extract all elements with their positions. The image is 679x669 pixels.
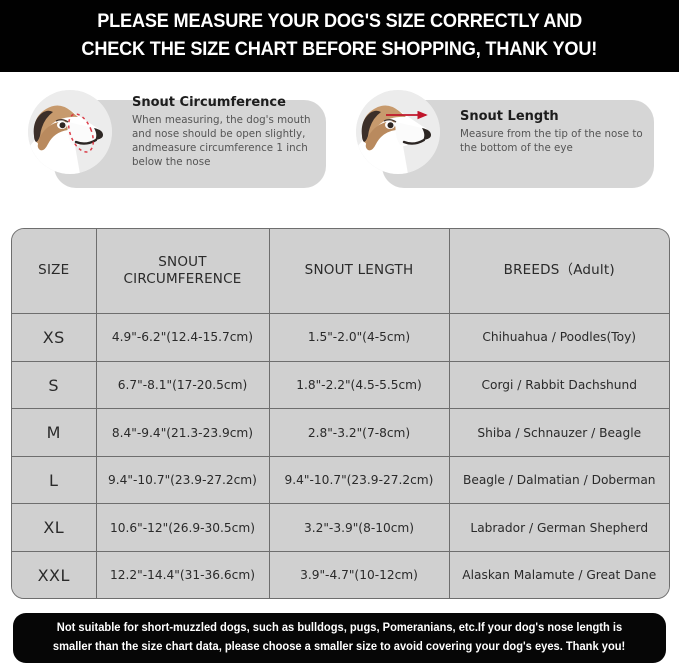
row-circumference: 4.9"-6.2"(12.4-15.7cm) [96, 313, 270, 362]
snout-circumference-card-text: Snout Circumference When measuring, the … [132, 88, 328, 176]
header-banner: PLEASE MEASURE YOUR DOG'S SIZE CORRECTLY… [0, 0, 679, 72]
table-row: XXL 12.2"-14.4"(31-36.6cm) 3.9"-4.7"(10-… [12, 551, 669, 598]
footer-line-1: Not suitable for short-muzzled dogs, suc… [56, 621, 623, 635]
row-size: XXL [12, 551, 97, 598]
footer-line-2: smaller than the size chart data, please… [53, 640, 626, 653]
table-row: XL 10.6"-12"(26.9-30.5cm) 3.2"-3.9"(8-10… [12, 503, 669, 553]
header-snout-length: SNOUT LENGTH [269, 229, 450, 315]
header-snout-circumference-line2: CIRCUMFERENCE [123, 271, 242, 288]
snout-circumference-body: When measuring, the dog's mouth and nose… [132, 114, 311, 169]
row-breeds: Chihuahua / Poodles(Toy) [449, 313, 669, 362]
header-snout-circumference: SNOUT CIRCUMFERENCE [96, 229, 270, 315]
table-row: M 8.4"-9.4"(21.3-23.9cm) 2.8"-3.2"(7-8cm… [12, 408, 669, 457]
table-header-row: SIZE SNOUT CIRCUMFERENCE SNOUT LENGTH BR… [12, 229, 669, 315]
snout-length-title: Snout Length [460, 108, 559, 124]
row-length: 1.8"-2.2"(4.5-5.5cm) [269, 361, 450, 410]
info-cards: Snout Circumference When measuring, the … [0, 88, 679, 200]
row-size: XS [12, 313, 97, 362]
row-length: 2.8"-3.2"(7-8cm) [269, 408, 450, 457]
snout-length-body: Measure from the tip of the nose to the … [460, 128, 643, 155]
row-circumference: 8.4"-9.4"(21.3-23.9cm) [96, 408, 270, 457]
row-circumference: 12.2"-14.4"(31-36.6cm) [96, 551, 270, 598]
banner-line-2: CHECK THE SIZE CHART BEFORE SHOPPING, TH… [81, 38, 598, 60]
footer-notice: Not suitable for short-muzzled dogs, suc… [13, 613, 666, 663]
table-row: L 9.4"-10.7"(23.9-27.2cm) 9.4"-10.7"(23.… [12, 456, 669, 505]
header-snout-circumference-line1: SNOUT [158, 253, 207, 270]
row-circumference: 9.4"-10.7"(23.9-27.2cm) [96, 456, 270, 505]
table-row: S 6.7"-8.1"(17-20.5cm) 1.8"-2.2"(4.5-5.5… [12, 361, 669, 410]
row-length: 3.9"-4.7"(10-12cm) [269, 551, 450, 598]
row-length: 9.4"-10.7"(23.9-27.2cm) [269, 456, 450, 505]
row-length: 1.5"-2.0"(4-5cm) [269, 313, 450, 362]
row-size: S [12, 361, 97, 410]
row-size: M [12, 408, 97, 457]
banner-line-1: PLEASE MEASURE YOUR DOG'S SIZE CORRECTLY… [97, 10, 582, 33]
dog-head-dashed-ellipse-icon [28, 90, 112, 174]
row-circumference: 6.7"-8.1"(17-20.5cm) [96, 361, 270, 410]
row-size: L [12, 456, 97, 505]
row-length: 3.2"-3.9"(8-10cm) [269, 503, 450, 553]
snout-length-card-text: Snout Length Measure from the tip of the… [460, 88, 660, 176]
row-breeds: Shiba / Schnauzer / Beagle [449, 408, 669, 457]
size-chart-table: SIZE SNOUT CIRCUMFERENCE SNOUT LENGTH BR… [11, 228, 670, 599]
row-circumference: 10.6"-12"(26.9-30.5cm) [96, 503, 270, 553]
row-breeds: Alaskan Malamute / Great Dane [449, 551, 669, 598]
row-breeds: Corgi / Rabbit Dachshund [449, 361, 669, 410]
table-row: XS 4.9"-6.2"(12.4-15.7cm) 1.5"-2.0"(4-5c… [12, 313, 669, 362]
header-size: SIZE [12, 229, 97, 315]
header-breeds: BREEDS（Adult) [449, 229, 669, 315]
dog-head-arrow-icon [356, 90, 440, 174]
row-breeds: Labrador / German Shepherd [449, 503, 669, 553]
row-breeds: Beagle / Dalmatian / Doberman [449, 456, 669, 505]
row-size: XL [12, 503, 97, 553]
snout-circumference-title: Snout Circumference [132, 94, 286, 110]
